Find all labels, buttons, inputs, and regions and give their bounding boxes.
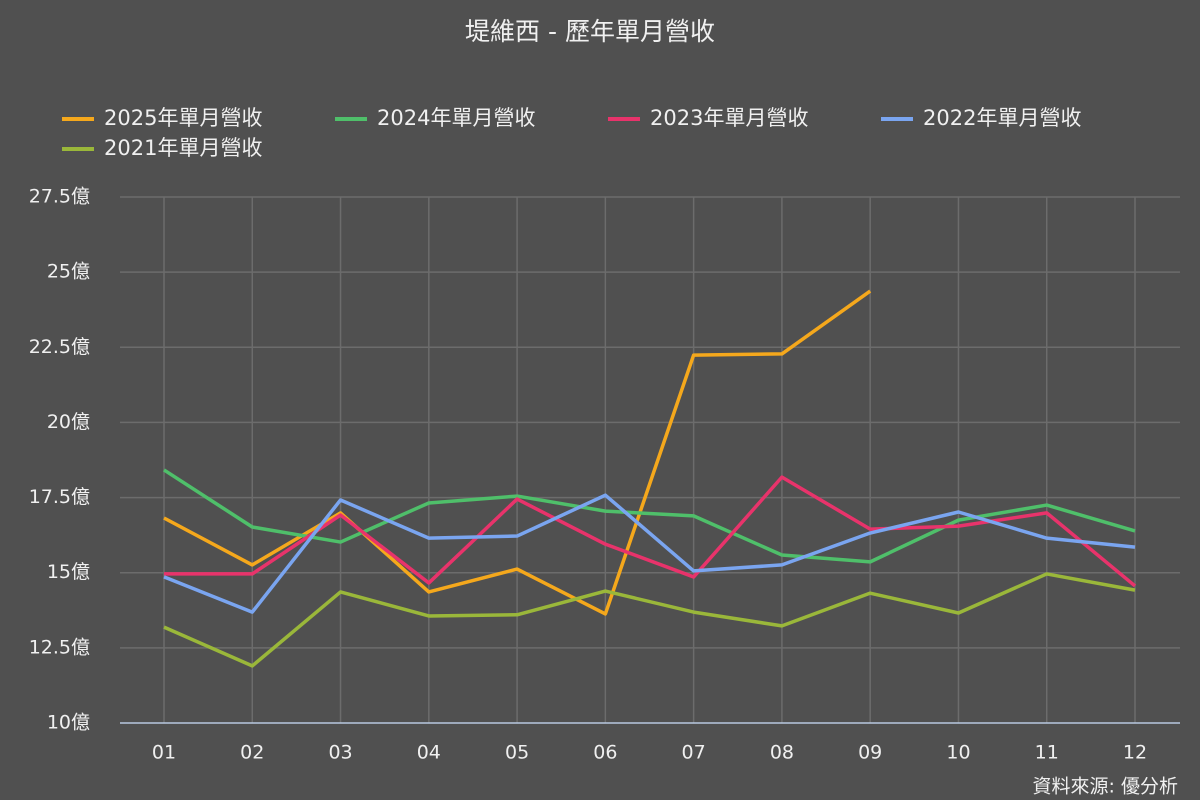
x-tick-label: 08	[770, 742, 794, 764]
y-tick-label: 12.5億	[29, 636, 90, 658]
x-tick-label: 09	[858, 742, 882, 764]
x-tick-label: 10	[946, 742, 970, 764]
x-tick-label: 05	[505, 742, 529, 764]
chart-title: 堤維西 - 歷年單月營收	[465, 17, 715, 46]
y-tick-label: 27.5億	[29, 186, 90, 208]
x-tick-label: 12	[1123, 742, 1147, 764]
x-tick-label: 11	[1035, 742, 1059, 764]
x-tick-label: 01	[152, 742, 176, 764]
legend-label: 2024年單月營收	[377, 106, 535, 130]
series-line	[163, 289, 872, 616]
legend-label: 2022年單月營收	[923, 106, 1081, 130]
y-tick-label: 20億	[47, 411, 90, 433]
series-line	[163, 572, 1136, 668]
legend-label: 2021年單月營收	[104, 136, 262, 160]
series-line	[163, 493, 1136, 614]
y-tick-label: 22.5億	[29, 336, 90, 358]
series-line	[164, 475, 1137, 588]
y-tick-label: 10億	[47, 712, 90, 734]
x-tick-label: 02	[240, 742, 264, 764]
x-tick-label: 03	[328, 742, 352, 764]
source-note: 資料來源: 優分析	[1033, 776, 1178, 798]
legend-label: 2023年單月營收	[650, 106, 808, 130]
y-tick-label: 15億	[47, 561, 90, 583]
y-tick-label: 17.5億	[29, 486, 90, 508]
legend-label: 2025年單月營收	[104, 106, 262, 130]
x-tick-label: 07	[682, 742, 706, 764]
x-tick-label: 06	[593, 742, 617, 764]
x-tick-label: 04	[417, 742, 441, 764]
y-tick-label: 25億	[47, 261, 90, 283]
